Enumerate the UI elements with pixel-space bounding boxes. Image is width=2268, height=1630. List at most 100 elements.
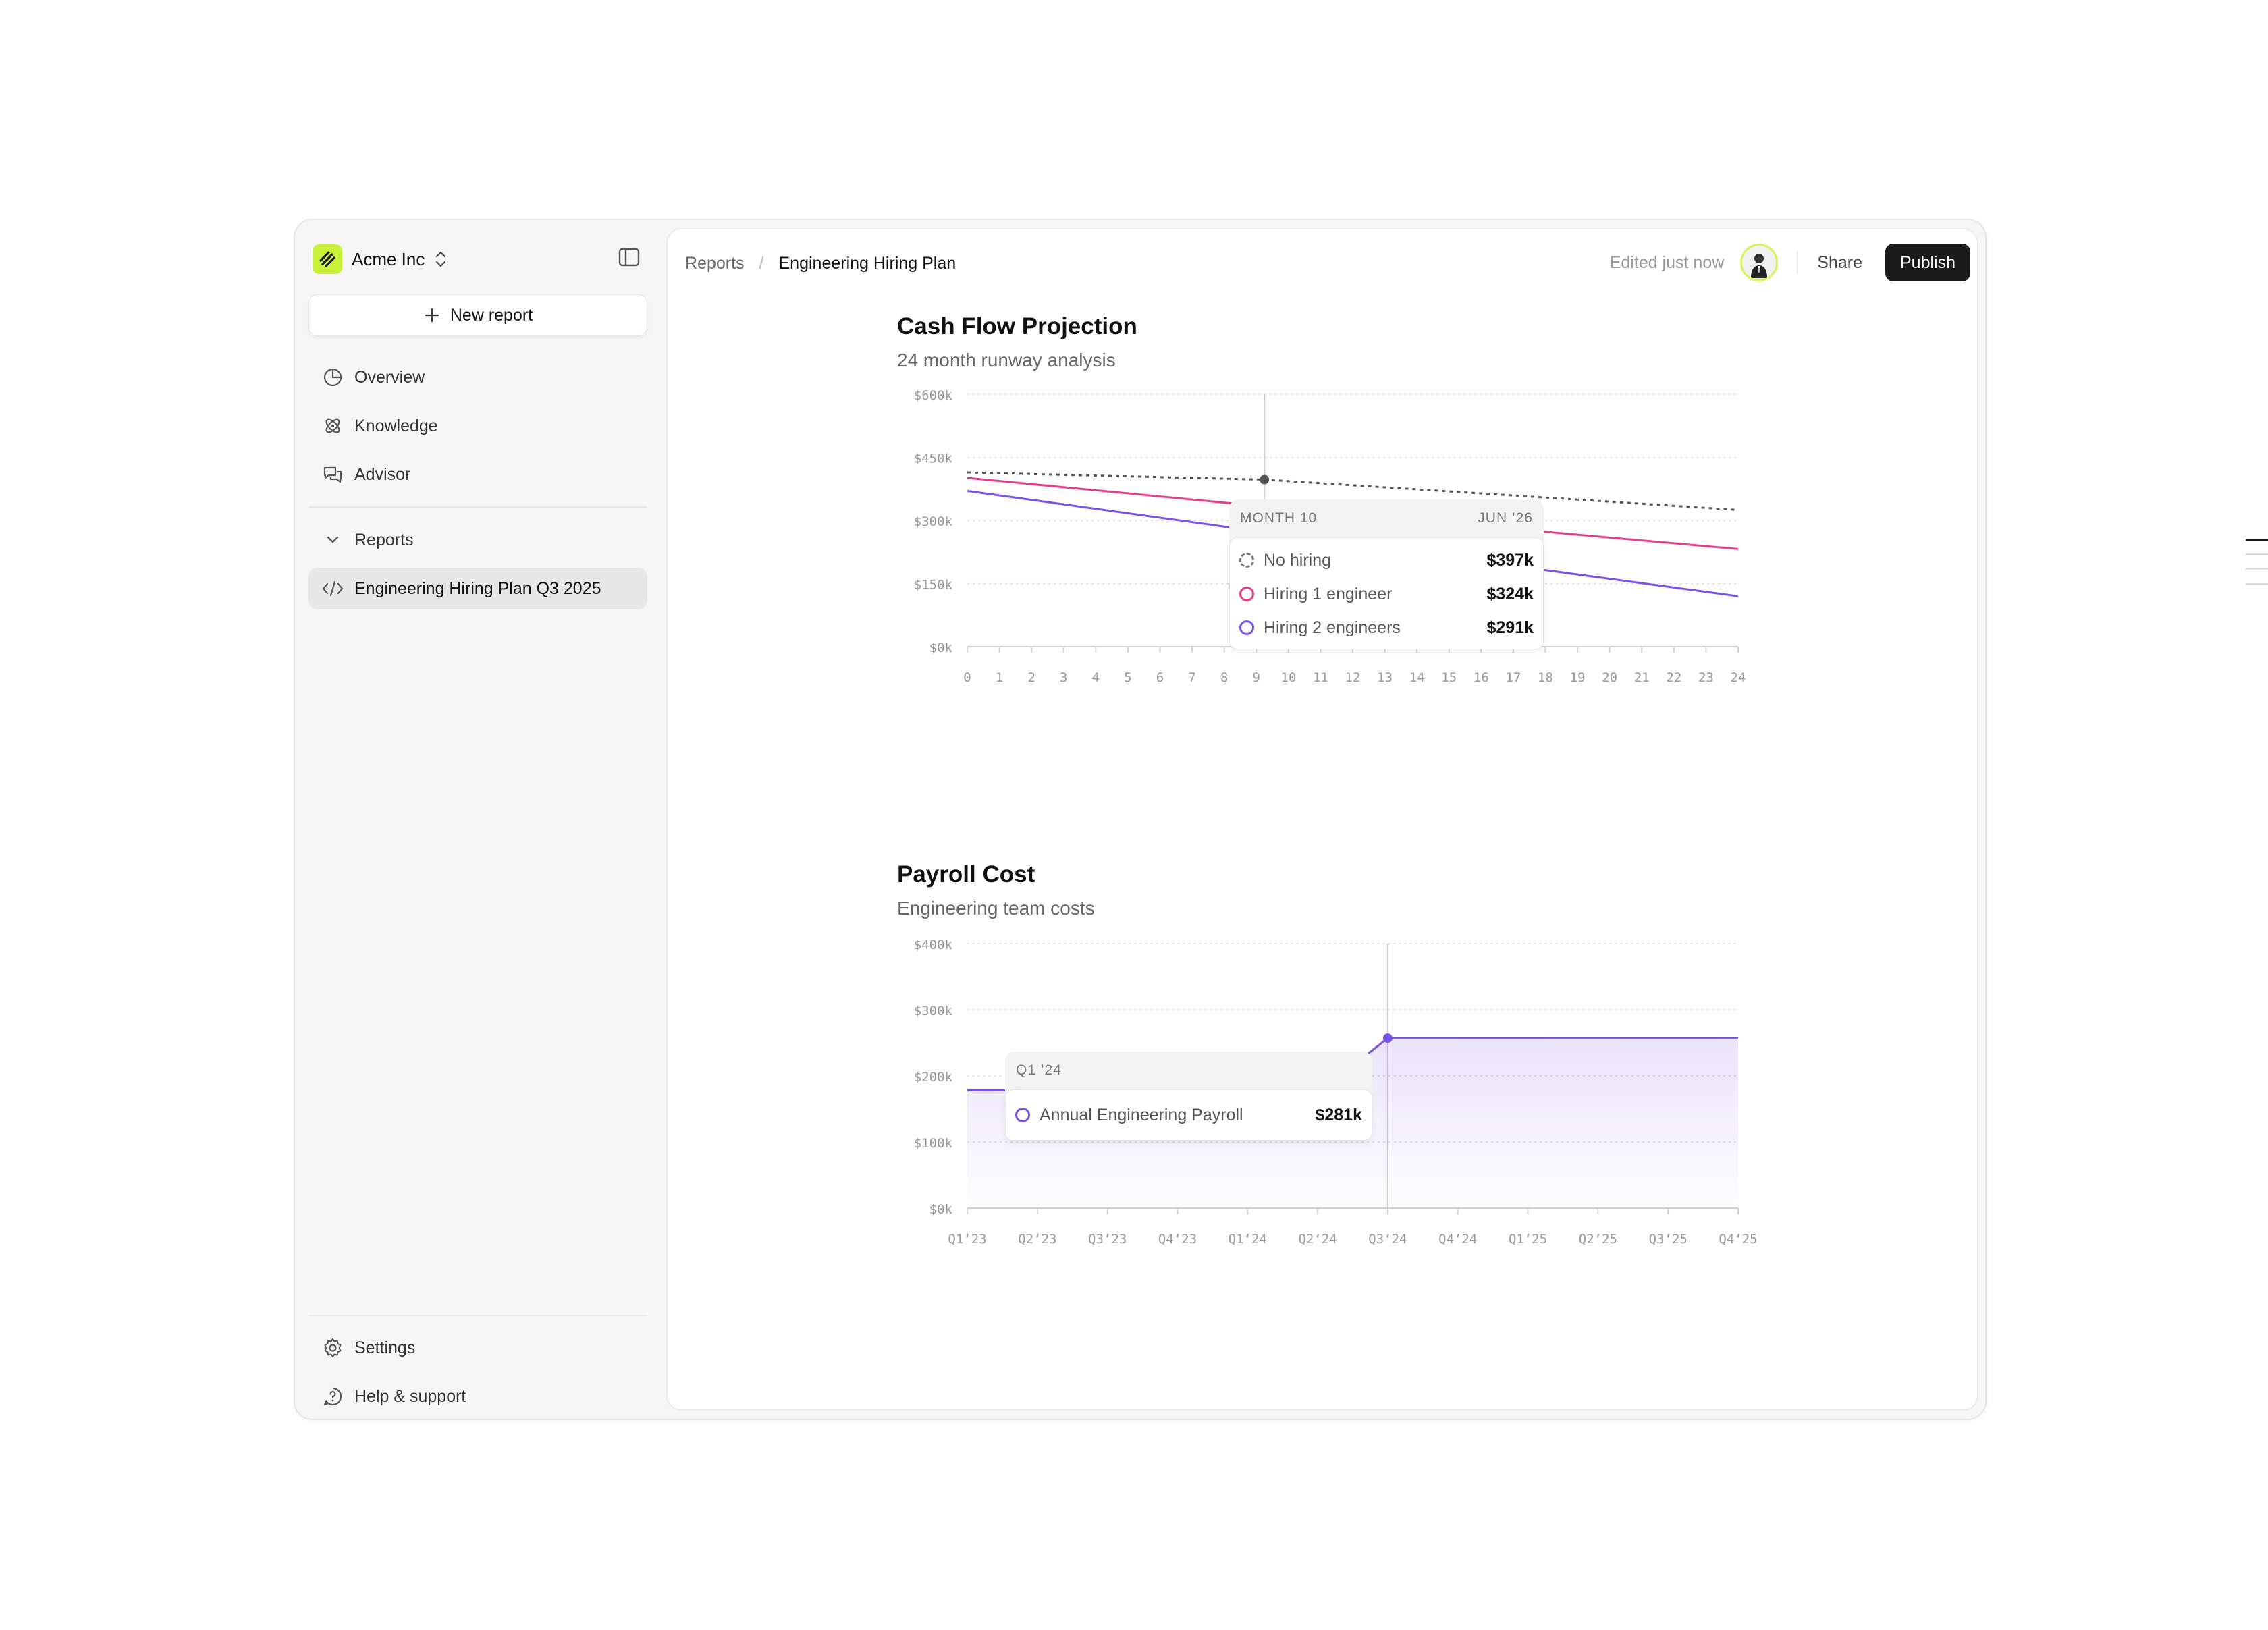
sidebar-item-label: Overview xyxy=(354,367,425,387)
chevron-up-down-icon xyxy=(434,249,448,269)
edited-status: Edited just now xyxy=(1609,252,1725,272)
x-tick-label: 2 xyxy=(1027,670,1035,685)
y-tick-label: $100k xyxy=(914,1136,953,1151)
x-tick-label: 16 xyxy=(1474,670,1489,685)
payroll-point xyxy=(1382,1033,1393,1043)
sidebar-item-label: Knowledge xyxy=(354,416,438,435)
sidebar-item-settings[interactable]: Settings xyxy=(308,1327,647,1369)
chat-bubbles-icon xyxy=(321,462,345,487)
sidebar-item-advisor[interactable]: Advisor xyxy=(308,454,647,495)
sidebar-item-knowledge[interactable]: Knowledge xyxy=(308,405,647,447)
y-tick-label: $0k xyxy=(929,1202,953,1217)
x-tick-label: 13 xyxy=(1377,670,1393,685)
breadcrumb-reports-link[interactable]: Reports xyxy=(685,254,745,273)
tooltip-value: $324k xyxy=(1486,584,1534,603)
x-tick-label: Q2‘25 xyxy=(1579,1232,1617,1247)
y-tick-label: $600k xyxy=(914,389,953,403)
publish-button[interactable]: Publish xyxy=(1885,244,1970,281)
sidebar: Acme Inc New report Overview Knowledge A… xyxy=(295,220,656,1419)
tooltip-value: $291k xyxy=(1486,618,1534,637)
x-tick-label: Q2‘24 xyxy=(1298,1232,1336,1247)
avatar[interactable] xyxy=(1740,244,1779,281)
x-tick-label: 6 xyxy=(1156,670,1164,685)
x-tick-label: 12 xyxy=(1345,670,1361,685)
x-tick-label: 4 xyxy=(1092,670,1100,685)
chevron-down-icon xyxy=(321,528,345,552)
workspace-logo-icon xyxy=(313,244,342,274)
chart-title: Cash Flow Projection xyxy=(897,313,1137,339)
tooltip-quarter: Q1 ’24 xyxy=(1016,1062,1062,1078)
x-tick-label: 5 xyxy=(1124,670,1131,685)
x-tick-label: 21 xyxy=(1634,670,1650,685)
reports-section-toggle[interactable]: Reports xyxy=(308,519,647,561)
new-report-button[interactable]: New report xyxy=(308,294,647,336)
sidebar-toggle-icon[interactable] xyxy=(618,246,641,269)
sidebar-item-label: Help & support xyxy=(354,1386,466,1406)
x-tick-label: 9 xyxy=(1253,670,1260,685)
header-divider xyxy=(1797,251,1799,274)
sidebar-report-item[interactable]: Engineering Hiring Plan Q3 2025 xyxy=(308,568,647,609)
x-tick-label: 23 xyxy=(1698,670,1714,685)
legend-dashed-icon xyxy=(1239,553,1254,568)
tooltip-label: No hiring xyxy=(1264,550,1332,570)
tooltip-label: Hiring 2 engineers xyxy=(1264,618,1401,637)
x-tick-label: Q4‘24 xyxy=(1438,1232,1477,1247)
x-tick-label: Q2‘23 xyxy=(1018,1232,1056,1247)
x-tick-label: 18 xyxy=(1538,670,1553,685)
legend-purple-icon xyxy=(1239,620,1254,635)
toc-marker-active[interactable] xyxy=(2246,539,2268,541)
legend-pink-icon xyxy=(1239,587,1254,601)
x-tick-label: 3 xyxy=(1060,670,1067,685)
breadcrumb-current: Engineering Hiring Plan xyxy=(778,254,956,273)
chart-title: Payroll Cost xyxy=(897,861,1035,888)
app-window: Acme Inc New report Overview Knowledge A… xyxy=(294,219,2268,1420)
x-tick-label: 22 xyxy=(1666,670,1681,685)
sidebar-item-overview[interactable]: Overview xyxy=(308,356,647,398)
x-tick-label: 24 xyxy=(1731,670,1746,685)
tooltip-label: Hiring 1 engineer xyxy=(1264,584,1393,603)
tooltip-label: Annual Engineering Payroll xyxy=(1040,1105,1243,1124)
workspace-switcher[interactable]: Acme Inc xyxy=(313,242,448,277)
chart-subtitle: 24 month runway analysis xyxy=(897,350,1116,371)
tooltip-row: Annual Engineering Payroll $281k xyxy=(1006,1098,1372,1132)
main-panel: Reports / Engineering Hiring Plan Edited… xyxy=(666,228,1978,1411)
sidebar-item-label: Advisor xyxy=(354,464,411,484)
tooltip-row: Hiring 2 engineers $291k xyxy=(1230,611,1543,645)
series-point-0 xyxy=(1260,474,1270,485)
x-tick-label: 1 xyxy=(996,670,1003,685)
toc-marker[interactable] xyxy=(2246,583,2268,585)
toc-marker[interactable] xyxy=(2246,553,2268,555)
x-tick-label: 8 xyxy=(1220,670,1228,685)
help-chat-icon xyxy=(321,1384,345,1409)
y-tick-label: $300k xyxy=(914,514,953,529)
x-tick-label: 7 xyxy=(1188,670,1195,685)
cash-flow-tooltip: MONTH 10 JUN ’26 No hiring $397k Hiring 1 … xyxy=(1229,499,1544,649)
x-tick-label: 10 xyxy=(1280,670,1296,685)
y-tick-label: $200k xyxy=(914,1070,953,1085)
x-tick-label: Q3‘24 xyxy=(1368,1232,1407,1247)
y-tick-label: $450k xyxy=(914,452,953,466)
x-tick-label: 17 xyxy=(1505,670,1521,685)
header-actions: Edited just now Share Publish xyxy=(1610,243,1970,282)
x-tick-label: Q3‘23 xyxy=(1088,1232,1127,1247)
new-report-label: New report xyxy=(450,305,533,325)
sidebar-item-help[interactable]: Help & support xyxy=(308,1376,647,1417)
x-tick-label: 15 xyxy=(1441,670,1457,685)
x-tick-label: Q4‘23 xyxy=(1158,1232,1197,1247)
y-tick-label: $150k xyxy=(914,578,953,593)
tooltip-value: $281k xyxy=(1315,1105,1362,1124)
tooltip-value: $397k xyxy=(1486,550,1534,570)
toc-marker[interactable] xyxy=(2246,568,2268,570)
y-tick-label: $300k xyxy=(914,1004,953,1018)
code-icon xyxy=(321,576,345,601)
x-tick-label: Q1‘24 xyxy=(1228,1232,1267,1247)
sidebar-divider xyxy=(308,506,647,508)
y-tick-label: $0k xyxy=(929,641,953,655)
x-tick-label: Q1‘25 xyxy=(1509,1232,1547,1247)
x-tick-label: 19 xyxy=(1570,670,1586,685)
plus-icon xyxy=(425,308,439,323)
share-button[interactable]: Share xyxy=(1817,252,1862,272)
breadcrumb: Reports / Engineering Hiring Plan xyxy=(685,254,956,273)
x-tick-label: Q4‘25 xyxy=(1719,1232,1757,1247)
